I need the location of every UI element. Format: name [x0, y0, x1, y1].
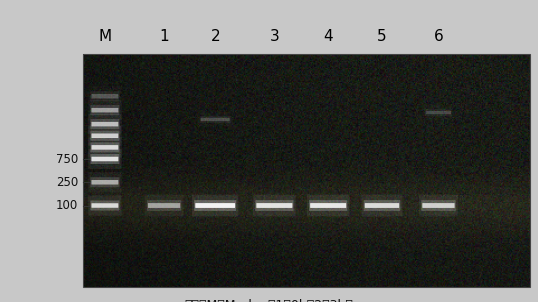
Text: 1: 1	[159, 29, 169, 44]
Text: 750: 750	[56, 153, 78, 165]
FancyBboxPatch shape	[91, 94, 118, 98]
FancyBboxPatch shape	[91, 203, 118, 208]
FancyBboxPatch shape	[90, 201, 119, 210]
Text: 3: 3	[270, 29, 279, 44]
FancyBboxPatch shape	[419, 195, 458, 216]
FancyBboxPatch shape	[309, 200, 348, 211]
Text: 2: 2	[210, 29, 220, 44]
FancyBboxPatch shape	[257, 203, 293, 208]
FancyBboxPatch shape	[91, 133, 118, 138]
FancyBboxPatch shape	[91, 157, 118, 161]
FancyBboxPatch shape	[362, 195, 402, 216]
Text: 100: 100	[56, 199, 78, 212]
Bar	[83, 54, 530, 287]
FancyBboxPatch shape	[200, 116, 231, 123]
FancyBboxPatch shape	[91, 122, 118, 126]
FancyBboxPatch shape	[147, 200, 181, 211]
FancyBboxPatch shape	[0, 0, 538, 302]
FancyBboxPatch shape	[88, 195, 122, 216]
FancyBboxPatch shape	[88, 114, 122, 134]
FancyBboxPatch shape	[90, 91, 119, 101]
FancyBboxPatch shape	[201, 118, 230, 121]
FancyBboxPatch shape	[91, 180, 118, 185]
FancyBboxPatch shape	[90, 119, 119, 129]
FancyBboxPatch shape	[88, 137, 122, 158]
FancyBboxPatch shape	[88, 149, 122, 169]
FancyBboxPatch shape	[90, 131, 119, 141]
FancyBboxPatch shape	[88, 126, 122, 146]
Text: 5: 5	[377, 29, 387, 44]
FancyBboxPatch shape	[90, 177, 119, 187]
FancyBboxPatch shape	[307, 195, 350, 216]
FancyBboxPatch shape	[90, 142, 119, 153]
FancyBboxPatch shape	[194, 200, 236, 211]
FancyBboxPatch shape	[310, 203, 346, 208]
FancyBboxPatch shape	[192, 195, 238, 216]
FancyBboxPatch shape	[195, 203, 235, 208]
FancyBboxPatch shape	[364, 200, 400, 211]
Text: 250: 250	[56, 176, 78, 189]
FancyBboxPatch shape	[91, 108, 118, 112]
FancyBboxPatch shape	[253, 195, 295, 216]
Text: 4: 4	[323, 29, 333, 44]
FancyBboxPatch shape	[422, 203, 455, 208]
FancyBboxPatch shape	[90, 154, 119, 164]
FancyBboxPatch shape	[148, 203, 180, 208]
FancyBboxPatch shape	[421, 200, 456, 211]
FancyBboxPatch shape	[426, 111, 451, 114]
Text: （注：M：Marker；1：0h；2：3h；
3：3h；4：6h；5：12h；6：24h）: （注：M：Marker；1：0h；2：3h； 3：3h；4：6h；5：12h；6…	[184, 299, 354, 302]
Text: 6: 6	[434, 29, 443, 44]
FancyBboxPatch shape	[365, 203, 399, 208]
FancyBboxPatch shape	[90, 105, 119, 115]
Text: M: M	[98, 29, 111, 44]
FancyBboxPatch shape	[91, 145, 118, 150]
FancyBboxPatch shape	[255, 200, 294, 211]
